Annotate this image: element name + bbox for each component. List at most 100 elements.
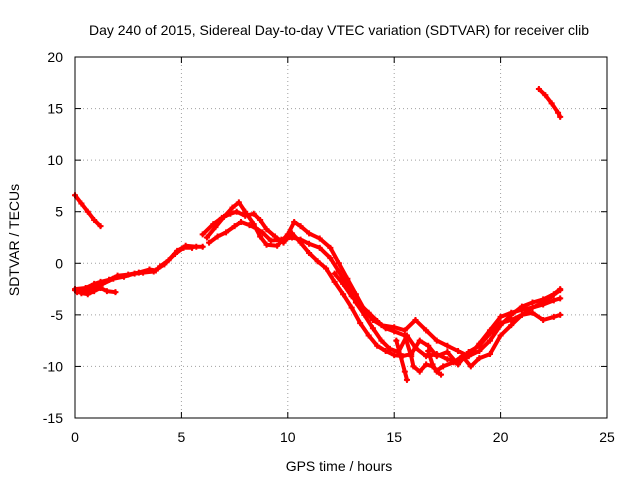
x-tick-label: 0 xyxy=(71,429,79,445)
y-tick-label: 20 xyxy=(47,49,63,65)
data-point xyxy=(444,348,451,355)
data-point xyxy=(103,288,110,295)
data-series xyxy=(199,208,564,368)
data-point xyxy=(529,309,536,316)
data-point xyxy=(374,342,381,349)
data-point xyxy=(274,242,281,249)
data-point xyxy=(540,299,547,306)
y-tick-label: 5 xyxy=(55,204,63,220)
x-tick-label: 5 xyxy=(178,429,186,445)
data-point xyxy=(540,317,547,324)
y-tick-label: 0 xyxy=(55,255,63,271)
data-point xyxy=(365,332,372,339)
data-point xyxy=(486,351,493,358)
data-point xyxy=(172,251,179,258)
data-point xyxy=(257,216,264,223)
data-point xyxy=(550,313,557,320)
data-point xyxy=(374,318,381,325)
data-point xyxy=(112,289,119,296)
data-series xyxy=(425,347,445,378)
data-point xyxy=(257,233,264,240)
data-point xyxy=(210,221,217,228)
data-point xyxy=(97,223,104,230)
data-point xyxy=(306,240,313,247)
data-point xyxy=(242,212,249,219)
data-point xyxy=(348,304,355,311)
data-series xyxy=(74,244,196,296)
data-point xyxy=(416,337,423,344)
data-point xyxy=(508,317,515,324)
data-point xyxy=(280,239,287,246)
data-point xyxy=(263,241,270,248)
y-tick-label: -15 xyxy=(43,410,63,426)
data-point xyxy=(476,355,483,362)
data-point xyxy=(429,361,436,368)
data-point xyxy=(467,363,474,370)
data-series xyxy=(206,219,564,365)
data-point xyxy=(250,210,257,217)
x-tick-label: 20 xyxy=(493,429,509,445)
y-axis-label: SDTVAR / TECUs xyxy=(6,184,22,296)
data-point xyxy=(542,92,549,99)
data-point xyxy=(291,219,298,226)
data-point xyxy=(548,100,555,107)
data-point xyxy=(455,347,462,354)
data-point xyxy=(365,309,372,316)
data-point xyxy=(331,278,338,285)
data-point xyxy=(440,363,447,370)
data-point xyxy=(231,223,238,230)
data-point xyxy=(150,268,157,275)
data-point xyxy=(403,376,410,383)
data-point xyxy=(199,243,206,250)
y-tick-labels: -15 -10 -5 0 5 10 15 20 xyxy=(43,49,63,426)
data-point xyxy=(306,249,313,256)
data-point xyxy=(193,243,200,250)
data-point xyxy=(497,320,504,327)
data-point xyxy=(203,234,210,241)
data-points xyxy=(72,85,564,383)
x-axis-label: GPS time / hours xyxy=(286,458,393,474)
data-point xyxy=(335,268,342,275)
data-point xyxy=(486,337,493,344)
data-point xyxy=(212,224,219,231)
plot-border xyxy=(74,56,608,419)
data-point xyxy=(314,258,321,265)
data-point xyxy=(497,332,504,339)
data-point xyxy=(408,353,415,360)
data-point xyxy=(189,244,196,251)
data-point xyxy=(340,291,347,298)
data-point xyxy=(235,199,242,206)
data-point xyxy=(361,311,368,318)
data-point xyxy=(199,231,206,238)
data-point xyxy=(397,353,404,360)
data-point xyxy=(518,311,525,318)
data-series xyxy=(72,192,104,230)
data-point xyxy=(548,293,555,300)
data-point xyxy=(444,356,451,363)
data-point xyxy=(529,299,536,306)
y-tick-label: 10 xyxy=(47,152,63,168)
y-tick-label: -5 xyxy=(51,307,64,323)
data-point xyxy=(140,269,147,276)
data-series xyxy=(535,85,564,120)
data-point xyxy=(486,330,493,337)
data-point xyxy=(401,327,408,334)
data-point xyxy=(131,270,138,277)
data-point xyxy=(401,332,408,339)
data-point xyxy=(214,233,221,240)
data-point xyxy=(316,244,323,251)
data-point xyxy=(508,309,515,316)
data-point xyxy=(120,273,127,280)
data-point xyxy=(297,239,304,246)
data-point xyxy=(557,113,564,120)
data-point xyxy=(433,353,440,360)
y-tick-label: 15 xyxy=(47,101,63,117)
data-point xyxy=(459,353,466,360)
data-point xyxy=(508,322,515,329)
data-point xyxy=(378,337,385,344)
data-point xyxy=(416,368,423,375)
series-trace xyxy=(394,338,409,382)
data-point xyxy=(78,200,85,207)
series-trace xyxy=(204,200,563,359)
